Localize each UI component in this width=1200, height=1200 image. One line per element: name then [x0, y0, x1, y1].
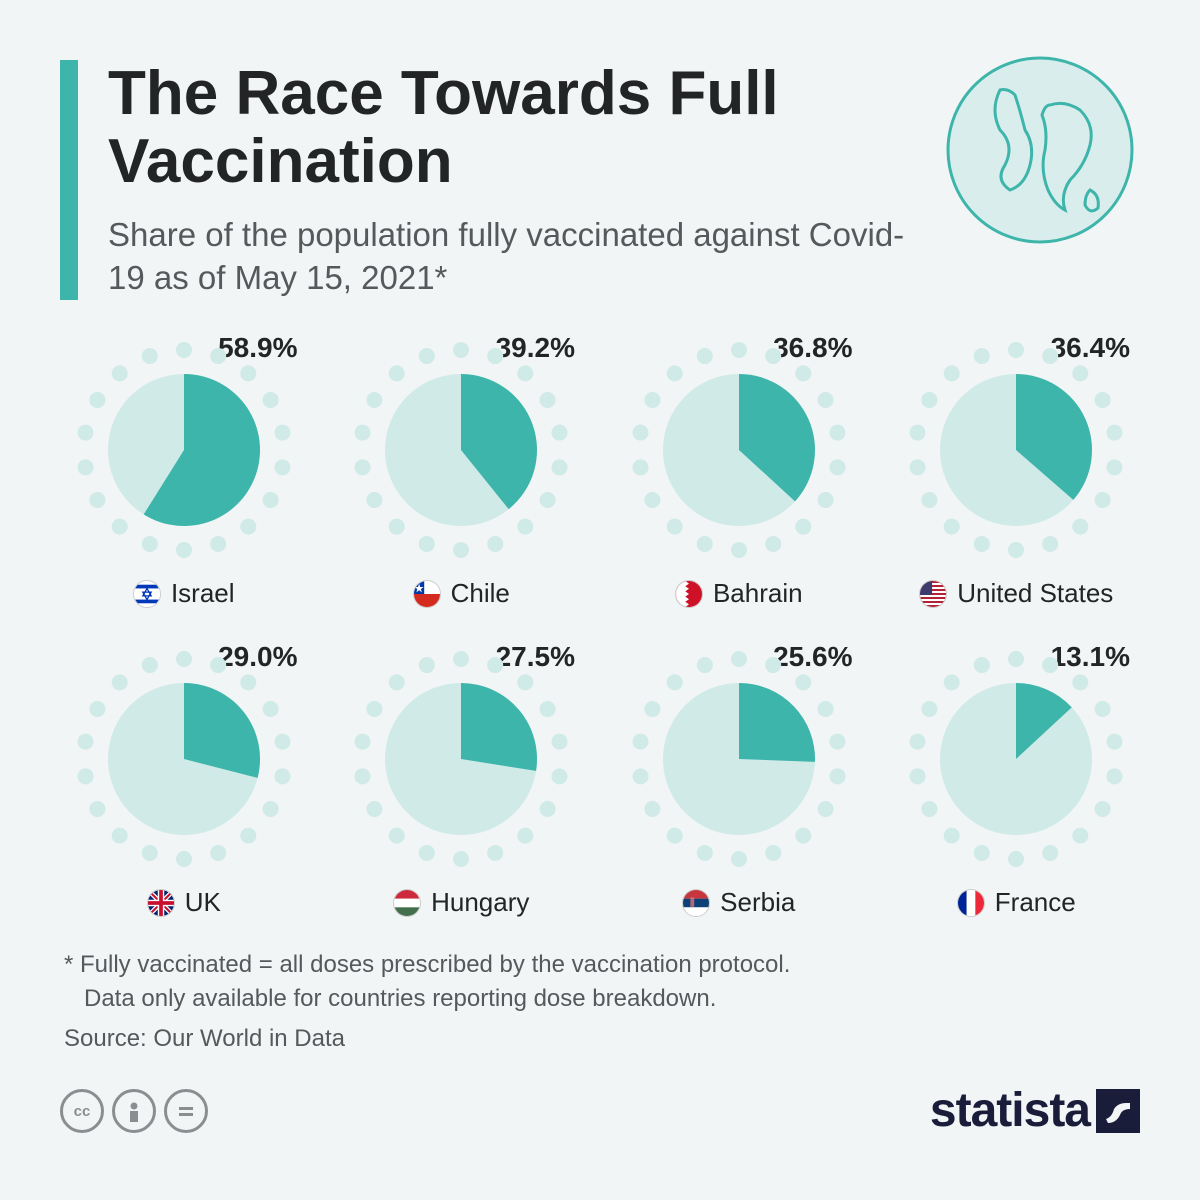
header: The Race Towards Full Vaccination Share …: [60, 60, 1140, 300]
country-label: United States: [919, 578, 1113, 609]
pie-chart: [74, 340, 294, 560]
brand-mark-icon: [1096, 1089, 1140, 1133]
pie-cell: 36.4% United States: [893, 340, 1141, 609]
country-name: Israel: [171, 578, 235, 609]
pie-chart: [351, 649, 571, 869]
country-label: Chile: [413, 578, 510, 609]
cc-license-icons: cc: [60, 1089, 208, 1133]
country-label: UK: [147, 887, 221, 918]
country-label: Serbia: [682, 887, 795, 918]
pie-chart: [629, 649, 849, 869]
pie-cell: 13.1% France: [893, 649, 1141, 918]
country-label: Israel: [133, 578, 235, 609]
pie-chart: [74, 649, 294, 869]
globe-icon: [940, 50, 1140, 250]
country-name: Chile: [451, 578, 510, 609]
flag-icon: [919, 580, 947, 608]
pie-cell: 29.0% UK: [60, 649, 308, 918]
brand-logo: statista: [930, 1083, 1140, 1138]
country-name: United States: [957, 578, 1113, 609]
country-name: France: [995, 887, 1076, 918]
country-label: Hungary: [393, 887, 529, 918]
country-name: Hungary: [431, 887, 529, 918]
title-block: The Race Towards Full Vaccination Share …: [108, 60, 910, 300]
flag-icon: [675, 580, 703, 608]
accent-bar: [60, 60, 78, 300]
pie-cell: 36.8% Bahrain: [615, 340, 863, 609]
pie-cell: 58.9% Israel: [60, 340, 308, 609]
pie-cell: 25.6% Serbia: [615, 649, 863, 918]
pie-chart: [629, 340, 849, 560]
country-name: Serbia: [720, 887, 795, 918]
page-title: The Race Towards Full Vaccination: [108, 60, 910, 196]
flag-icon: [147, 889, 175, 917]
cc-icon: cc: [60, 1089, 104, 1133]
page-subtitle: Share of the population fully vaccinated…: [108, 214, 910, 300]
footnote-line-2: Data only available for countries report…: [64, 985, 716, 1012]
pie-cell: 27.5% Hungary: [338, 649, 586, 918]
pie-chart: [906, 340, 1126, 560]
footnote: * Fully vaccinated = all doses prescribe…: [64, 948, 1140, 1015]
infographic-page: The Race Towards Full Vaccination Share …: [0, 0, 1200, 1200]
country-name: UK: [185, 887, 221, 918]
flag-icon: [393, 889, 421, 917]
svg-text:cc: cc: [74, 1103, 91, 1120]
nd-icon: [164, 1089, 208, 1133]
flag-icon: [133, 580, 161, 608]
footnote-line-1: * Fully vaccinated = all doses prescribe…: [64, 951, 790, 978]
by-icon: [112, 1089, 156, 1133]
pie-chart: [906, 649, 1126, 869]
flag-icon: [413, 580, 441, 608]
brand-text: statista: [930, 1083, 1090, 1138]
pie-cell: 39.2% Chile: [338, 340, 586, 609]
country-name: Bahrain: [713, 578, 803, 609]
pie-chart: [351, 340, 571, 560]
pie-grid: 58.9% Israel 39.2% Chile 36.8%: [60, 340, 1140, 918]
source-line: Source: Our World in Data: [64, 1025, 1140, 1053]
country-label: France: [957, 887, 1076, 918]
footer: cc statista: [60, 1083, 1140, 1138]
flag-icon: [682, 889, 710, 917]
country-label: Bahrain: [675, 578, 803, 609]
flag-icon: [957, 889, 985, 917]
